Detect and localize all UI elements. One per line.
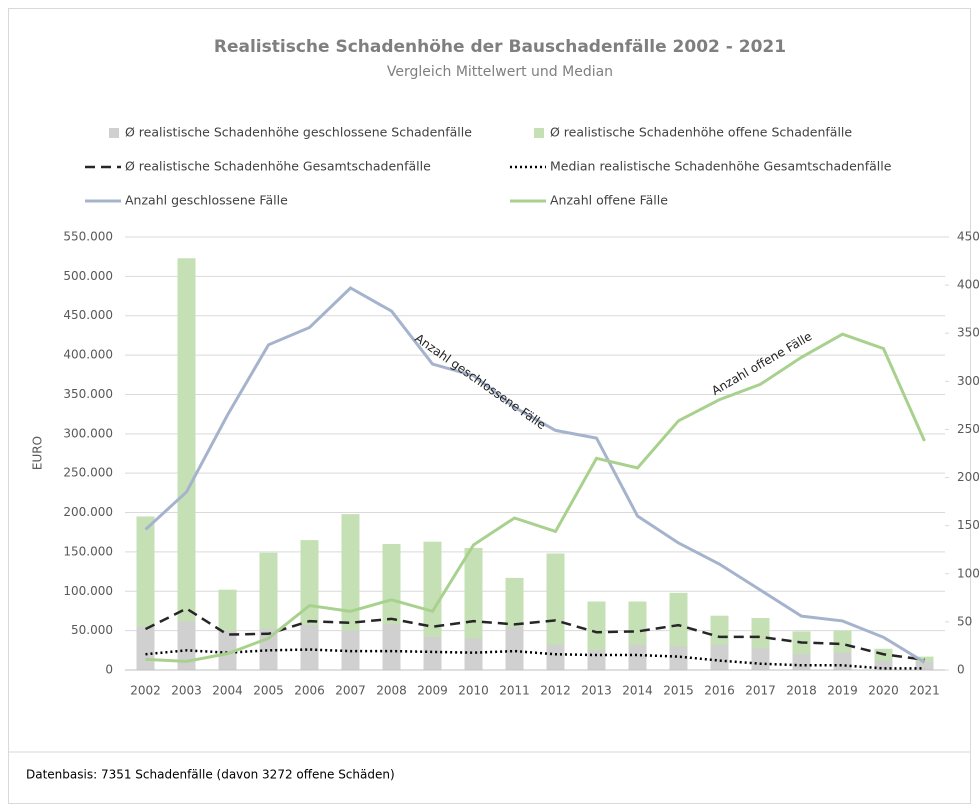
x-tick-label: 2010 xyxy=(458,684,489,698)
footer: Datenbasis: 7351 Schadenfälle (davon 327… xyxy=(26,768,395,782)
x-tick-label: 2002 xyxy=(130,684,161,698)
line-series xyxy=(144,286,926,664)
y2-tick-label: 450 xyxy=(957,230,979,244)
y-tick-label: 200.000 xyxy=(63,505,113,519)
line-series xyxy=(145,332,926,663)
bar xyxy=(464,638,483,670)
y-tick-label: 250.000 xyxy=(63,466,113,480)
bar xyxy=(628,644,647,670)
line-series xyxy=(144,607,925,662)
line-series xyxy=(145,648,925,670)
y-tick-label: 0 xyxy=(105,663,113,677)
y2-tick-label: 250 xyxy=(957,422,979,436)
y-tick-label: 550.000 xyxy=(63,230,113,244)
x-tick-label: 2014 xyxy=(622,684,653,698)
x-tick-label: 2017 xyxy=(745,684,776,698)
bar xyxy=(833,652,852,670)
x-tick-label: 2013 xyxy=(581,684,612,698)
bar xyxy=(710,644,729,670)
legend-label: Anzahl offene Fälle xyxy=(550,193,668,208)
legend-label: Anzahl geschlossene Fälle xyxy=(125,193,288,208)
bar xyxy=(300,625,319,670)
bar xyxy=(259,629,278,670)
y2-tick-label: 100 xyxy=(957,566,979,580)
bar xyxy=(177,258,196,670)
x-tick-label: 2009 xyxy=(417,684,448,698)
x-tick-label: 2021 xyxy=(909,684,940,698)
y-tick-label: 100.000 xyxy=(63,584,113,598)
y2-tick-label: 350 xyxy=(957,326,979,340)
x-tick-label: 2020 xyxy=(868,684,899,698)
legend-swatch xyxy=(109,128,119,138)
legend-label: Ø realistische Schadenhöhe geschlossene … xyxy=(125,125,472,140)
y2-tick-label: 200 xyxy=(957,470,979,484)
y-tick-label: 350.000 xyxy=(63,387,113,401)
chart-frame xyxy=(8,8,971,804)
x-tick-label: 2008 xyxy=(376,684,407,698)
legend-label: Ø realistische Schadenhöhe Gesamtschaden… xyxy=(125,159,431,174)
x-tick-label: 2011 xyxy=(499,684,530,698)
legend-label: Ø realistische Schadenhöhe offene Schade… xyxy=(550,125,852,140)
legend-label: Median realistische Schadenhöhe Gesamtsc… xyxy=(550,159,892,174)
bar xyxy=(874,660,893,670)
y-tick-label: 300.000 xyxy=(63,426,113,440)
chart-subtitle: Vergleich Mittelwert und Median xyxy=(387,64,613,80)
bar xyxy=(423,636,442,670)
y2-tick-label: 400 xyxy=(957,278,979,292)
x-tick-label: 2012 xyxy=(540,684,571,698)
y2-tick-label: 300 xyxy=(957,374,979,388)
y-tick-label: 400.000 xyxy=(63,348,113,362)
y-tick-label: 150.000 xyxy=(63,544,113,558)
y-tick-label: 50.000 xyxy=(71,623,113,637)
y-tick-label: 450.000 xyxy=(63,308,113,322)
y2-tick-label: 0 xyxy=(957,663,965,677)
x-tick-label: 2003 xyxy=(171,684,202,698)
y-tick-label: 500.000 xyxy=(63,269,113,283)
bar xyxy=(587,650,606,670)
x-tick-label: 2019 xyxy=(827,684,858,698)
bar xyxy=(751,647,770,670)
x-tick-label: 2006 xyxy=(294,684,325,698)
bar xyxy=(546,644,565,670)
x-tick-label: 2007 xyxy=(335,684,366,698)
bar xyxy=(218,630,237,670)
y-axis-label: EURO xyxy=(31,436,45,470)
bar xyxy=(505,626,524,670)
y2-tick-label: 50 xyxy=(957,614,972,628)
x-tick-label: 2015 xyxy=(663,684,694,698)
x-tick-label: 2016 xyxy=(704,684,735,698)
chart-title: Realistische Schadenhöhe der Bauschadenf… xyxy=(214,37,786,57)
y2-tick-label: 150 xyxy=(957,518,979,532)
bar xyxy=(915,662,934,670)
legend-swatch xyxy=(534,128,544,138)
x-tick-label: 2004 xyxy=(212,684,243,698)
bar xyxy=(177,621,196,670)
bar xyxy=(669,646,688,670)
bar xyxy=(546,553,565,670)
bar xyxy=(792,654,811,670)
bar xyxy=(382,624,401,670)
bar xyxy=(136,626,155,670)
x-tick-label: 2005 xyxy=(253,684,284,698)
x-tick-label: 2018 xyxy=(786,684,817,698)
